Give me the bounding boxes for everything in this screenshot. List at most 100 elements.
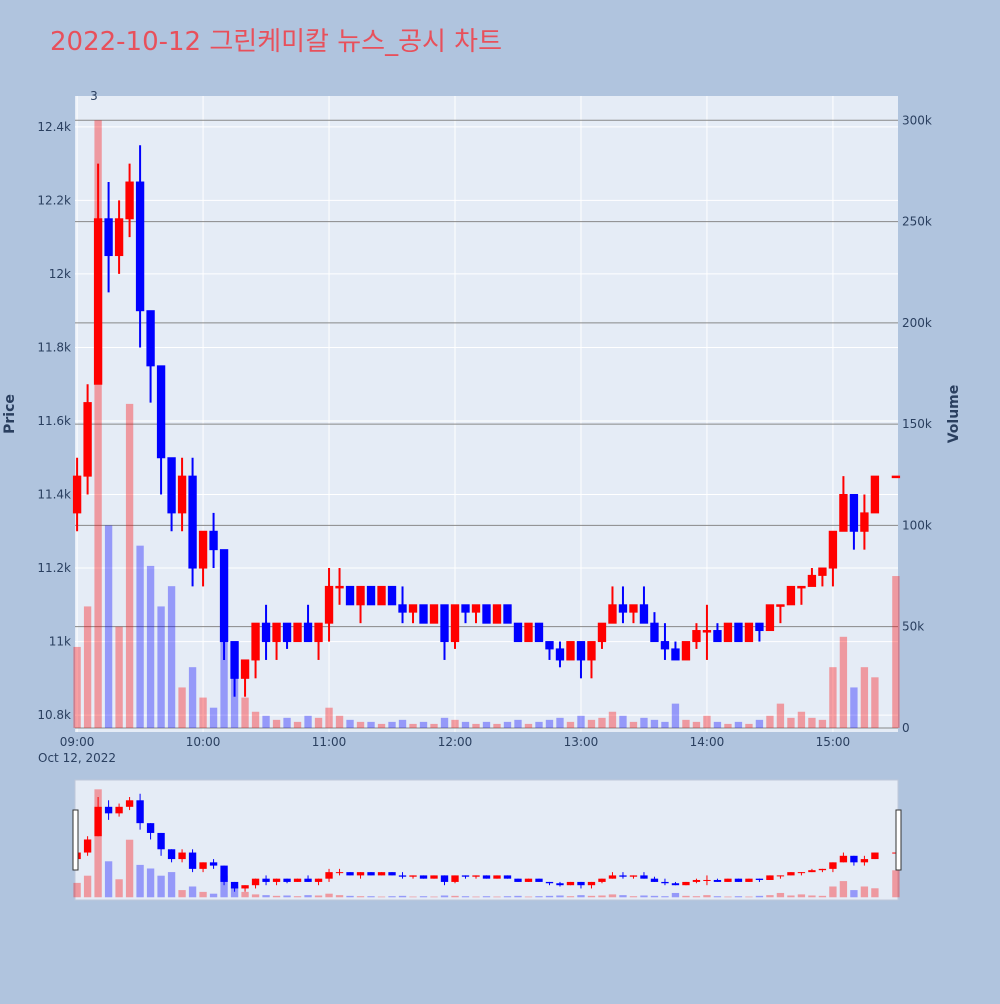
mini-candle-body	[566, 881, 575, 886]
volume-bar	[146, 565, 155, 728]
candle-body	[450, 604, 460, 643]
x-tick-label: 15:00	[816, 735, 851, 749]
mini-volume-bar	[640, 895, 648, 898]
mini-candle-body	[839, 855, 848, 863]
volume-bar	[188, 667, 197, 728]
mini-candle-body	[671, 883, 680, 886]
range-slider[interactable]	[74, 779, 899, 901]
candle-body	[240, 659, 250, 679]
mini-candle-body	[755, 878, 764, 880]
y-tick-label: 10.8k	[37, 708, 71, 722]
mini-volume-bar	[682, 895, 690, 898]
mini-volume-bar	[251, 894, 260, 898]
volume-bar	[272, 719, 281, 728]
candle-body	[503, 604, 512, 624]
mini-candle-body	[556, 883, 564, 886]
volume-bar	[178, 687, 186, 728]
mini-candle-body	[703, 879, 711, 881]
mini-volume-bar	[283, 895, 291, 898]
mini-volume-bar	[850, 890, 858, 898]
candle-body	[629, 604, 638, 613]
mini-volume-bar	[545, 895, 554, 898]
mini-candle-body	[766, 875, 774, 880]
volume-bar	[314, 717, 323, 728]
volume-bar	[598, 717, 606, 728]
candle-body	[860, 512, 869, 532]
mini-candle-body	[545, 881, 554, 884]
mini-volume-bar	[787, 895, 795, 898]
volume-bar	[629, 721, 638, 728]
mini-candle-body	[619, 875, 627, 877]
volume-bar	[199, 697, 207, 728]
mini-candle-body	[776, 875, 785, 877]
mini-candle-body	[797, 872, 806, 874]
volume-bar	[524, 723, 533, 728]
slider-handle-left[interactable]	[72, 809, 79, 871]
mini-volume-bar	[776, 892, 785, 898]
mini-volume-bar	[608, 894, 617, 898]
volume-bar	[661, 721, 669, 728]
mini-candle-body	[209, 862, 218, 866]
mini-volume-bar	[503, 896, 512, 898]
mini-volume-bar	[377, 896, 386, 898]
volume-bar	[829, 667, 837, 728]
volume-bar	[94, 120, 102, 728]
candle-body	[587, 641, 596, 661]
volume-bar	[293, 721, 302, 728]
mini-volume-bar	[514, 895, 522, 898]
candle-body	[387, 585, 397, 606]
mini-candle-body	[745, 878, 753, 882]
volume-bar	[493, 723, 501, 728]
volume-bar	[325, 707, 333, 728]
mini-candle-body	[314, 878, 323, 882]
candle-body	[786, 585, 796, 606]
mini-volume-bar	[860, 886, 869, 898]
mini-candle-body	[598, 878, 606, 882]
mini-volume-bar	[178, 890, 186, 898]
slider-handle-right[interactable]	[895, 809, 902, 871]
mini-volume-bar	[419, 896, 428, 898]
volume-bar	[577, 715, 585, 728]
mini-candle-body	[335, 872, 344, 874]
candle-body	[744, 622, 754, 643]
candle-body	[807, 574, 817, 587]
mini-volume-bar	[293, 896, 302, 898]
candle-body	[324, 585, 334, 624]
y-tick-label: 12k	[49, 267, 71, 281]
mini-volume-bar	[262, 895, 270, 898]
volume-bar	[335, 715, 344, 728]
mini-candle-body	[514, 878, 522, 882]
volume-bar	[682, 719, 690, 728]
y-tick-label: 11.6k	[37, 414, 71, 428]
candle-body	[755, 622, 764, 632]
candle-body	[713, 630, 722, 643]
mini-volume-bar	[493, 896, 501, 898]
y2-tick-label: 150k	[902, 417, 932, 431]
candle-body	[534, 622, 544, 643]
mini-candle-body	[146, 823, 155, 833]
mini-candle-body	[818, 868, 827, 871]
candle-body	[167, 457, 176, 514]
mini-volume-bar	[524, 896, 533, 898]
mini-candle-body	[682, 881, 690, 886]
mini-volume-bar	[703, 895, 711, 898]
volume-bar	[104, 525, 113, 728]
mini-candle-body	[398, 875, 407, 877]
candle-body	[114, 218, 124, 257]
volume-bar	[703, 715, 711, 728]
mini-volume-bar	[188, 886, 197, 898]
mini-volume-bar	[482, 896, 491, 898]
mini-volume-bar	[808, 895, 816, 898]
x-tick-label: 11:00	[312, 735, 347, 749]
mini-candle-body	[503, 875, 512, 879]
volume-bar	[818, 719, 827, 728]
mini-volume-bar	[367, 896, 375, 898]
mini-volume-bar	[314, 895, 323, 898]
mini-volume-bar	[430, 896, 438, 898]
volume-bar	[388, 721, 396, 728]
mini-volume-bar	[325, 893, 333, 898]
volume-bar	[640, 717, 648, 728]
mini-candle-body	[661, 881, 669, 884]
y2-tick-label: 250k	[902, 215, 932, 229]
volume-bar	[461, 721, 470, 728]
